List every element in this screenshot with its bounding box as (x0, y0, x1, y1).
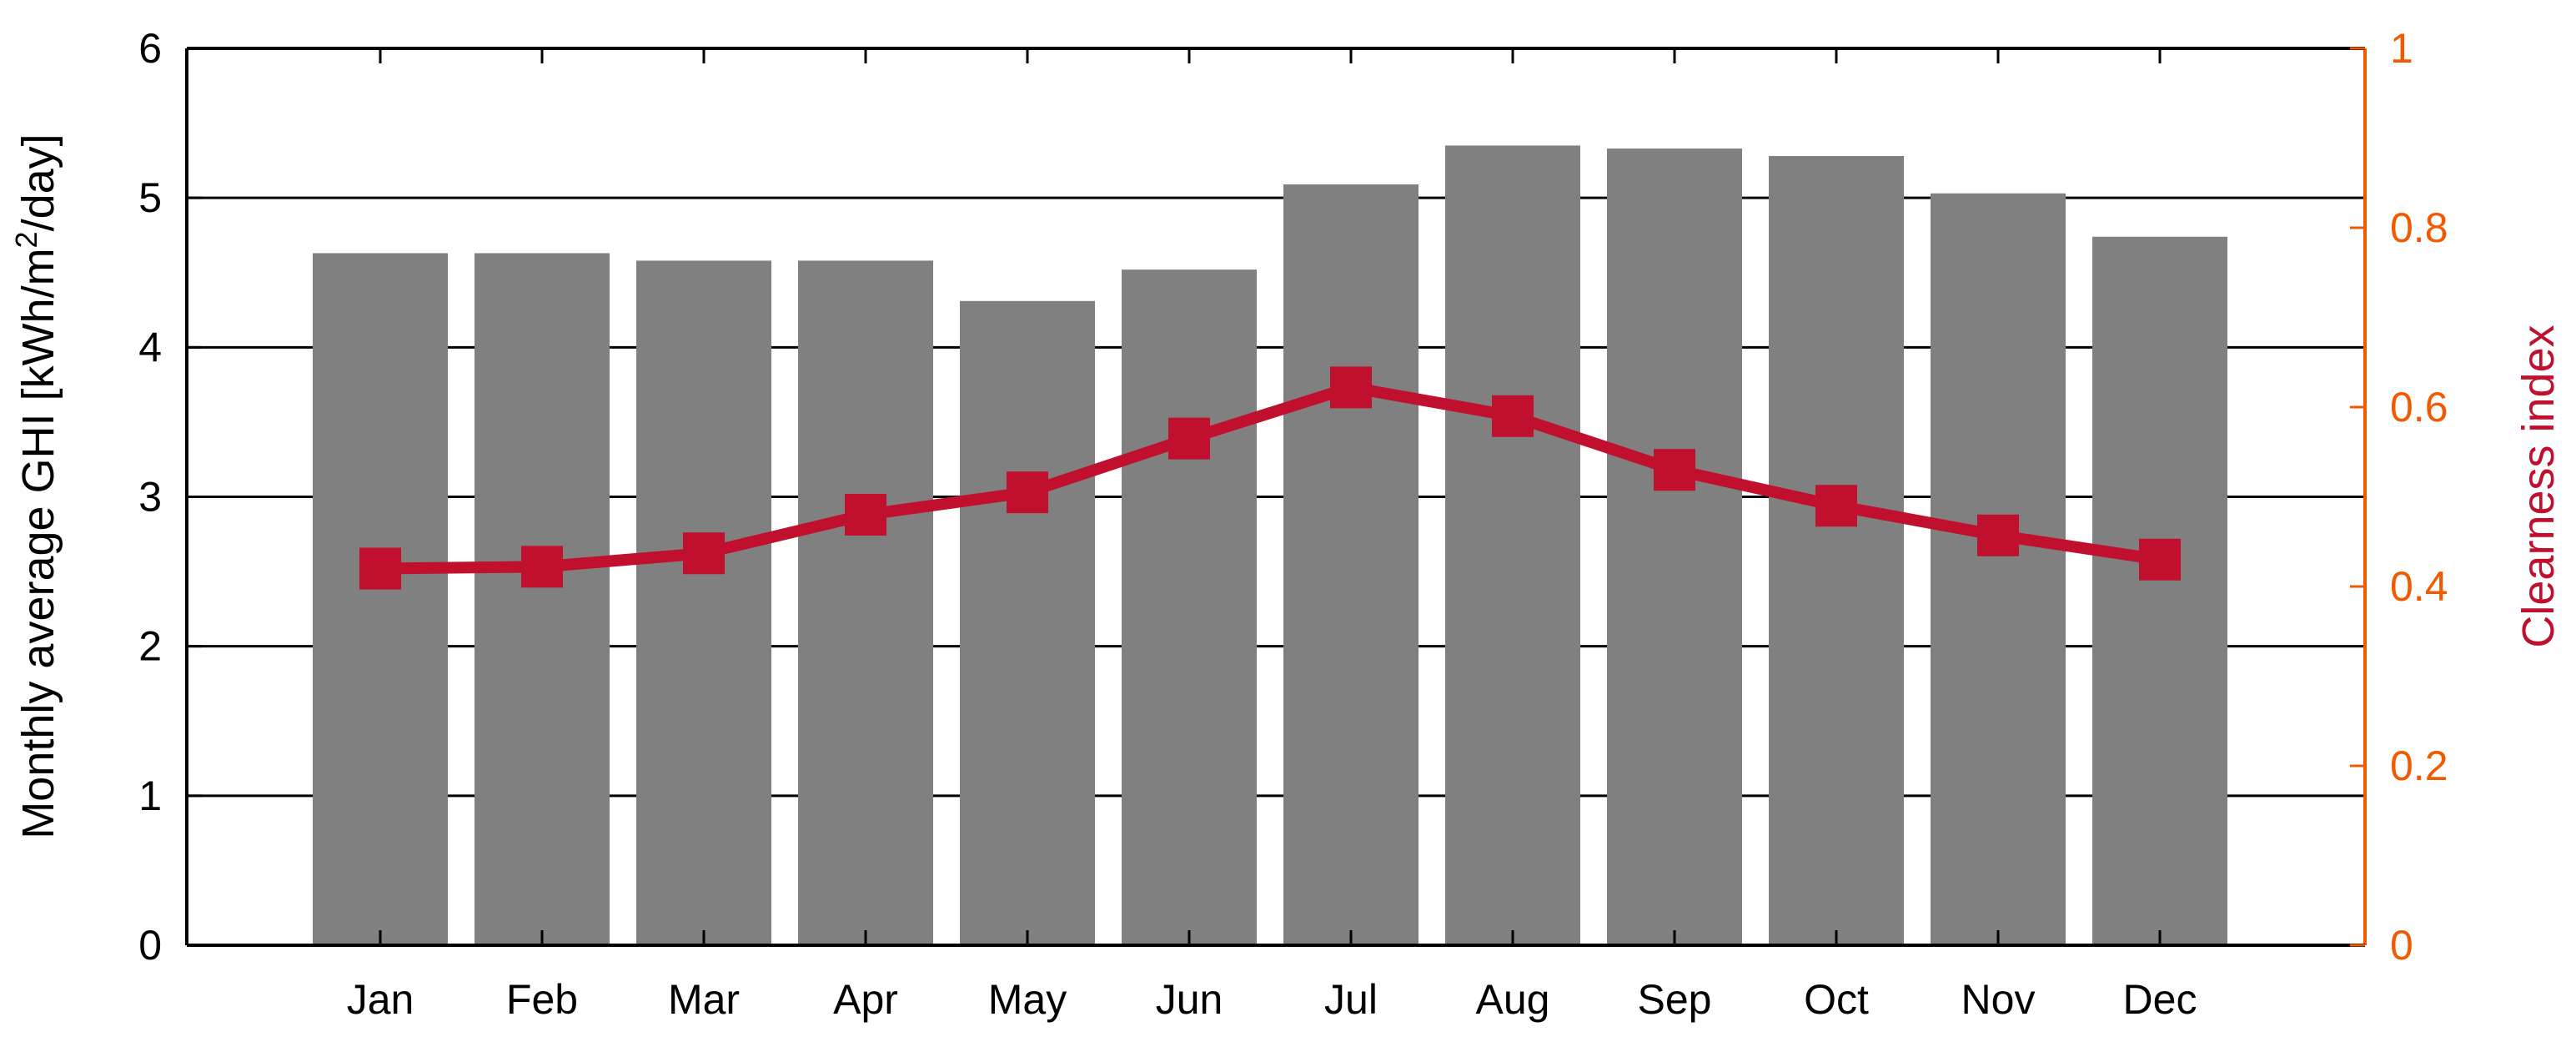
bar-nov (1931, 193, 2066, 945)
marker-jul (1330, 366, 1372, 409)
marker-mar (683, 532, 725, 575)
x-tick-label-jan: Jan (347, 976, 414, 1023)
y2-tick-label-0-8: 0.8 (2390, 204, 2448, 251)
y-tick-label-5: 5 (138, 174, 162, 221)
y-tick-label-1: 1 (138, 773, 162, 819)
bar-mar (636, 260, 771, 946)
y-axis-ticks: 0 1 2 3 4 5 6 (138, 25, 202, 969)
y2-tick-label-0-6: 0.6 (2390, 384, 2448, 430)
marker-oct (1815, 485, 1857, 527)
y-tick-label-3: 3 (138, 474, 162, 521)
bar-series (313, 145, 2227, 946)
y-tick-label-0: 0 (138, 922, 162, 969)
y-axis-title: Monthly average GHI [kWh/m2/day] (9, 133, 63, 838)
x-tick-label-jul: Jul (1324, 976, 1378, 1023)
marker-jan (359, 547, 401, 590)
line-series (359, 366, 2181, 590)
marker-dec (2139, 538, 2181, 581)
bar-jun (1122, 269, 1257, 946)
bar-dec (2092, 236, 2227, 945)
x-tick-label-sep: Sep (1638, 976, 1712, 1023)
marker-jun (1168, 417, 1210, 460)
x-tick-label-jun: Jun (1156, 976, 1223, 1023)
y-tick-label-6: 6 (138, 25, 162, 72)
x-tick-label-may: May (988, 976, 1067, 1023)
y2-tick-label-0-2: 0.2 (2390, 743, 2448, 789)
x-tick-label-mar: Mar (668, 976, 740, 1023)
x-tick-label-nov: Nov (1961, 976, 2036, 1023)
x-tick-label-dec: Dec (2123, 976, 2197, 1023)
x-tick-label-aug: Aug (1476, 976, 1550, 1023)
marker-nov (1977, 514, 2019, 556)
marker-feb (521, 546, 563, 588)
bar-jul (1283, 184, 1419, 945)
y-tick-label-2: 2 (138, 623, 162, 670)
marker-may (1007, 471, 1048, 514)
x-tick-label-apr: Apr (833, 976, 898, 1023)
y-tick-label-4: 4 (138, 324, 162, 370)
y2-axis-title: Clearness index (2513, 325, 2563, 647)
bar-feb (475, 253, 610, 945)
x-axis-ticks: Jan Feb Mar Apr May Jun Jul Aug Sep Oct Nov Dec (347, 48, 2197, 1023)
x-tick-label-feb: Feb (506, 976, 578, 1023)
x-tick-label-oct: Oct (1804, 976, 1869, 1023)
bar-may (960, 300, 1095, 946)
clearness-line (379, 381, 2162, 575)
y2-axis-ticks: 0 0.2 0.4 0.6 0.8 1 (2350, 25, 2448, 969)
bar-jan (313, 253, 448, 945)
y2-tick-label-0-4: 0.4 (2390, 563, 2448, 610)
bar-sep (1607, 149, 1742, 945)
y2-tick-label-0: 0 (2390, 922, 2413, 969)
marker-apr (845, 494, 886, 536)
marker-sep (1654, 449, 1695, 491)
bar-aug (1445, 145, 1580, 946)
y2-tick-label-1: 1 (2390, 25, 2413, 72)
marker-aug (1492, 395, 1534, 437)
bar-oct (1769, 156, 1904, 945)
bar-apr (798, 260, 933, 946)
